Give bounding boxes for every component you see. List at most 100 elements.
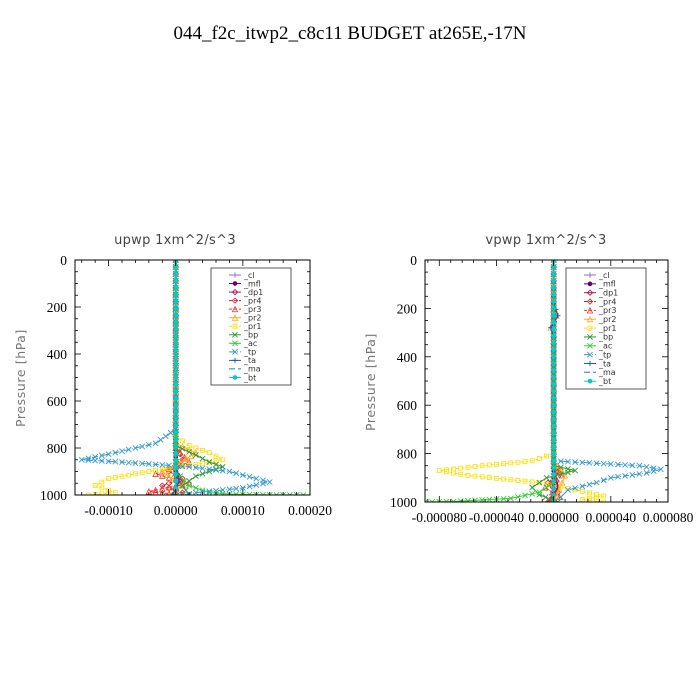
series-tp-marker bbox=[199, 465, 206, 472]
series-pr1-marker bbox=[458, 465, 464, 471]
series-bt-marker bbox=[551, 368, 556, 373]
series-tp-marker bbox=[98, 452, 105, 459]
series-tp-marker bbox=[192, 489, 199, 495]
series-tp-marker bbox=[266, 479, 273, 485]
series-tp-marker bbox=[157, 436, 164, 443]
series-pr2-marker bbox=[187, 452, 195, 459]
legend-tp-marker bbox=[587, 351, 593, 358]
series-pr1-marker bbox=[601, 493, 607, 499]
legend-label-pr1: _pr1 bbox=[243, 322, 261, 331]
series-tp-marker bbox=[550, 499, 557, 502]
series-bt-marker bbox=[173, 409, 179, 415]
legend-label-mfl: _mfl bbox=[243, 279, 261, 288]
legend-pr3-marker bbox=[231, 305, 239, 313]
series-bt-marker bbox=[551, 389, 556, 394]
x-tick-label: -0.00010 bbox=[84, 503, 133, 518]
series-tp-marker bbox=[557, 494, 564, 501]
series-tp-marker bbox=[253, 482, 260, 488]
legend-label-bt: _bt bbox=[598, 377, 611, 386]
figure-title: 044_f2c_itwp2_c8c11 BUDGET at265E,-17N bbox=[173, 23, 526, 44]
series-ac-marker bbox=[507, 495, 514, 502]
series-pr1-marker bbox=[501, 461, 507, 467]
ticks bbox=[75, 259, 311, 496]
series-pr3-marker bbox=[152, 470, 159, 477]
series-bt-marker bbox=[551, 278, 556, 284]
series-bp-marker bbox=[199, 470, 206, 477]
series-bt-marker bbox=[551, 478, 556, 484]
series-pr1-marker bbox=[166, 465, 172, 471]
series-tp-marker bbox=[593, 460, 600, 467]
series-bt-marker bbox=[551, 271, 556, 277]
legend-label-bp: _bp bbox=[598, 333, 613, 342]
series-tp-marker bbox=[105, 451, 112, 458]
legend-label-pr3: _pr3 bbox=[598, 306, 616, 315]
y-tick-label: 400 bbox=[47, 347, 68, 362]
series-tp-marker bbox=[167, 429, 174, 436]
series-bt-marker bbox=[551, 458, 556, 463]
series-tp-marker bbox=[572, 459, 579, 465]
series-bt-marker bbox=[551, 409, 556, 415]
series-tp-marker bbox=[557, 458, 564, 465]
series-bt-marker bbox=[173, 306, 179, 311]
series-tp-marker bbox=[213, 487, 219, 494]
series-bt-marker bbox=[551, 416, 556, 422]
legend-mfl-marker bbox=[587, 281, 593, 287]
series-tp-marker bbox=[162, 433, 169, 440]
legend-pr3-marker bbox=[586, 306, 594, 314]
series-bp-marker bbox=[192, 473, 199, 480]
series-tp-marker bbox=[622, 461, 629, 468]
series-tp-marker bbox=[145, 461, 152, 467]
legend-pr2-marker bbox=[586, 315, 594, 323]
x-tick-label: 0.00010 bbox=[221, 503, 265, 518]
series-bt-marker bbox=[173, 340, 179, 346]
y-tick-label: 200 bbox=[397, 301, 418, 316]
series-tp-marker bbox=[206, 488, 213, 495]
legend-pr4-marker bbox=[586, 298, 594, 305]
series-bt-marker bbox=[551, 361, 556, 367]
series-pr2-marker bbox=[164, 471, 171, 479]
series-pr1-marker bbox=[508, 477, 514, 483]
series-pr1-marker bbox=[206, 459, 212, 465]
series-bt-marker bbox=[551, 375, 556, 380]
series-bt-marker bbox=[551, 423, 556, 429]
series-tp-marker bbox=[233, 485, 240, 492]
legend-bt-marker bbox=[587, 378, 593, 384]
series-ac-marker bbox=[500, 495, 507, 502]
series-tp-marker bbox=[152, 461, 159, 468]
y-axis-label-upwp: Pressure [hPa] bbox=[13, 329, 28, 427]
series-pr1-marker bbox=[486, 462, 492, 468]
panel-title-upwp: upwp 1xm^2/s^3 bbox=[114, 233, 236, 248]
series-tp-marker bbox=[253, 475, 260, 482]
series-bt-marker bbox=[551, 340, 556, 346]
y-tick-label: 1000 bbox=[390, 495, 417, 510]
series-ac-marker bbox=[425, 499, 428, 502]
series-bt-marker bbox=[551, 444, 556, 449]
series-pr1-marker bbox=[594, 492, 599, 497]
series-bp-marker bbox=[213, 461, 219, 468]
series-tp-marker bbox=[125, 459, 132, 466]
legend-ta-marker bbox=[232, 357, 238, 363]
series-bt-marker bbox=[551, 299, 556, 304]
series-pr1-marker bbox=[458, 471, 464, 477]
series-tp-marker bbox=[593, 479, 600, 486]
series-pr1-marker bbox=[536, 480, 542, 486]
legend-label-pr1: _pr1 bbox=[598, 324, 616, 333]
series-pr1-marker bbox=[99, 479, 105, 485]
series-pr4-marker bbox=[159, 482, 166, 489]
series-tp-marker bbox=[213, 467, 219, 473]
series-ac-marker bbox=[472, 497, 478, 502]
legend-label-bp: _bp bbox=[243, 331, 258, 340]
series-pr1-marker bbox=[133, 471, 138, 477]
legend-ac-marker bbox=[232, 340, 238, 347]
series-line-pr2 bbox=[161, 260, 197, 495]
series-tp-marker bbox=[260, 480, 266, 487]
series-tp-marker bbox=[643, 463, 650, 470]
series-ta-marker bbox=[169, 492, 175, 495]
series-pr1-marker bbox=[213, 453, 219, 459]
series-tp-marker bbox=[145, 441, 152, 448]
series-bt-marker bbox=[173, 271, 179, 277]
series-bp-marker bbox=[179, 445, 186, 452]
series-tp-marker bbox=[607, 474, 614, 481]
series-pr1-marker bbox=[436, 468, 442, 473]
series-bt-marker bbox=[173, 471, 179, 477]
